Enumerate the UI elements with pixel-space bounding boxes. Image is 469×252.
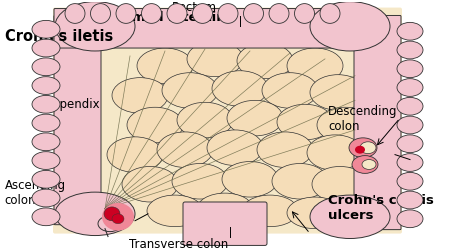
Ellipse shape bbox=[397, 79, 423, 97]
Ellipse shape bbox=[112, 214, 124, 224]
Ellipse shape bbox=[227, 100, 283, 136]
Ellipse shape bbox=[32, 20, 60, 38]
Ellipse shape bbox=[157, 132, 213, 167]
Ellipse shape bbox=[243, 4, 264, 23]
Ellipse shape bbox=[32, 114, 60, 132]
Ellipse shape bbox=[112, 78, 168, 113]
Ellipse shape bbox=[65, 4, 85, 23]
Ellipse shape bbox=[242, 195, 298, 227]
Ellipse shape bbox=[310, 195, 390, 238]
Ellipse shape bbox=[32, 208, 60, 226]
Text: Crohn's iletis: Crohn's iletis bbox=[5, 29, 113, 44]
Ellipse shape bbox=[32, 170, 60, 188]
Ellipse shape bbox=[91, 4, 111, 23]
Ellipse shape bbox=[397, 22, 423, 40]
Ellipse shape bbox=[127, 107, 183, 143]
Text: Appendix: Appendix bbox=[45, 98, 100, 111]
Ellipse shape bbox=[207, 130, 263, 166]
Ellipse shape bbox=[167, 4, 187, 23]
Ellipse shape bbox=[397, 154, 423, 171]
Ellipse shape bbox=[32, 133, 60, 151]
FancyBboxPatch shape bbox=[54, 9, 351, 48]
Ellipse shape bbox=[172, 164, 228, 199]
Ellipse shape bbox=[355, 146, 365, 154]
Ellipse shape bbox=[107, 137, 163, 172]
Ellipse shape bbox=[397, 41, 423, 59]
Ellipse shape bbox=[287, 48, 343, 84]
Ellipse shape bbox=[32, 58, 60, 76]
Ellipse shape bbox=[360, 142, 376, 154]
Ellipse shape bbox=[310, 75, 366, 110]
Ellipse shape bbox=[102, 203, 134, 231]
Ellipse shape bbox=[32, 96, 60, 113]
FancyBboxPatch shape bbox=[54, 15, 101, 225]
Ellipse shape bbox=[397, 116, 423, 134]
Ellipse shape bbox=[295, 4, 315, 23]
Ellipse shape bbox=[257, 132, 313, 167]
Ellipse shape bbox=[362, 160, 376, 169]
Ellipse shape bbox=[32, 77, 60, 94]
Ellipse shape bbox=[104, 207, 120, 221]
Ellipse shape bbox=[218, 4, 238, 23]
Ellipse shape bbox=[320, 4, 340, 23]
Ellipse shape bbox=[222, 162, 278, 197]
Ellipse shape bbox=[352, 155, 378, 173]
Ellipse shape bbox=[177, 102, 233, 138]
Ellipse shape bbox=[349, 138, 377, 158]
Ellipse shape bbox=[262, 73, 318, 108]
Ellipse shape bbox=[307, 135, 363, 170]
Ellipse shape bbox=[269, 4, 289, 23]
Ellipse shape bbox=[116, 4, 136, 23]
Ellipse shape bbox=[397, 172, 423, 190]
FancyBboxPatch shape bbox=[183, 202, 267, 245]
Ellipse shape bbox=[287, 197, 343, 229]
Ellipse shape bbox=[32, 152, 60, 169]
Ellipse shape bbox=[397, 60, 423, 78]
Text: Rectum: Rectum bbox=[172, 1, 217, 14]
Ellipse shape bbox=[32, 39, 60, 57]
FancyBboxPatch shape bbox=[53, 8, 402, 234]
Ellipse shape bbox=[272, 164, 328, 199]
Ellipse shape bbox=[397, 135, 423, 153]
FancyBboxPatch shape bbox=[354, 15, 401, 230]
Text: Ascending
colon: Ascending colon bbox=[5, 179, 66, 207]
Ellipse shape bbox=[277, 104, 333, 140]
Ellipse shape bbox=[147, 195, 203, 227]
Ellipse shape bbox=[397, 210, 423, 228]
Ellipse shape bbox=[317, 107, 373, 143]
Ellipse shape bbox=[192, 4, 212, 23]
Ellipse shape bbox=[397, 191, 423, 209]
Ellipse shape bbox=[137, 48, 193, 84]
Ellipse shape bbox=[237, 43, 293, 79]
Ellipse shape bbox=[32, 189, 60, 207]
Ellipse shape bbox=[312, 167, 368, 202]
Ellipse shape bbox=[122, 167, 178, 202]
Ellipse shape bbox=[55, 2, 135, 51]
Text: Transverse colon: Transverse colon bbox=[129, 238, 228, 251]
Ellipse shape bbox=[55, 192, 135, 236]
Ellipse shape bbox=[310, 2, 390, 51]
Ellipse shape bbox=[142, 4, 161, 23]
Ellipse shape bbox=[162, 73, 218, 108]
Ellipse shape bbox=[187, 41, 243, 77]
Ellipse shape bbox=[98, 216, 122, 232]
Text: Crohn's colitis
ulcers: Crohn's colitis ulcers bbox=[328, 194, 434, 222]
Ellipse shape bbox=[397, 97, 423, 115]
Ellipse shape bbox=[212, 71, 268, 106]
Text: Descending
colon: Descending colon bbox=[328, 105, 398, 133]
Ellipse shape bbox=[197, 193, 253, 225]
Text: Small intestine: Small intestine bbox=[122, 11, 234, 24]
